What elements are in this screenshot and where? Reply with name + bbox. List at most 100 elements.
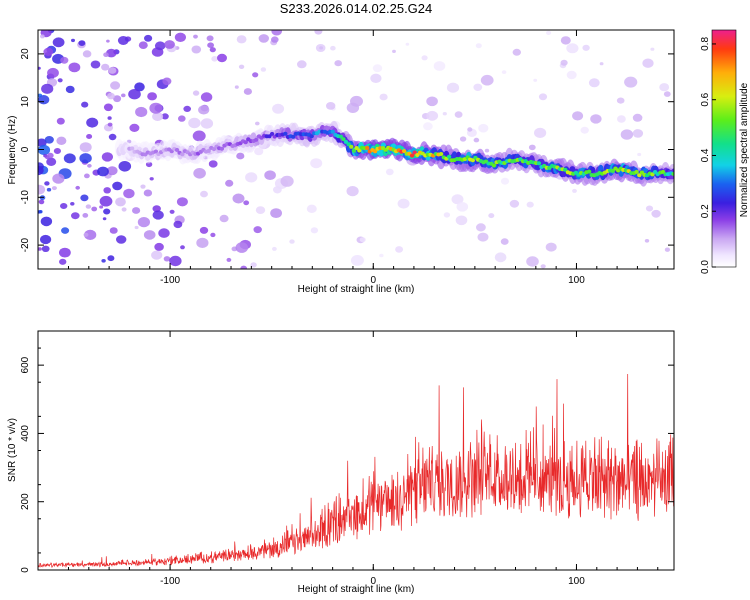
- ridge-core: [346, 142, 351, 147]
- noise-blob: [87, 163, 92, 168]
- ridge-core: [470, 158, 475, 163]
- ridge-core: [243, 140, 248, 145]
- noise-blob: [476, 223, 486, 232]
- noise-blob: [152, 112, 164, 121]
- colorbar: 0.0 0.2 0.4 0.6 0.8 Normalized spectral ampl…: [700, 29, 750, 274]
- noise-blob: [484, 148, 490, 153]
- ridge-core: [129, 146, 135, 151]
- noise-blob: [196, 237, 209, 248]
- noise-blob: [280, 175, 294, 187]
- x-tick-label: 100: [568, 576, 585, 587]
- noise-blob: [191, 45, 202, 54]
- noise-blob: [254, 147, 264, 156]
- noise-blob: [193, 34, 198, 39]
- noise-blob: [103, 208, 111, 215]
- noise-blob: [38, 199, 45, 205]
- y-tick-label: -10: [20, 190, 31, 205]
- noise-blob: [79, 153, 92, 164]
- noise-blob: [397, 198, 410, 209]
- noise-blob: [467, 127, 473, 132]
- noise-blob: [538, 93, 548, 101]
- noise-blob: [272, 246, 277, 251]
- colorbar-tick-label: 0.8: [700, 37, 711, 51]
- noise-blob: [152, 210, 164, 220]
- noise-blob: [63, 153, 76, 164]
- noise-blob: [59, 247, 71, 258]
- colorbar-ticks: 0.0 0.2 0.4 0.6 0.8: [700, 37, 716, 274]
- ridge-core: [309, 134, 314, 139]
- noise-blob: [480, 74, 494, 86]
- noise-blob: [211, 56, 218, 62]
- noise-blob: [106, 166, 118, 176]
- noise-blob: [209, 47, 216, 53]
- noise-blob: [350, 95, 363, 107]
- ridge-core: [586, 169, 592, 174]
- noise-blob: [51, 186, 57, 191]
- noise-blob: [310, 158, 323, 169]
- noise-blob: [86, 134, 93, 139]
- noise-blob: [41, 245, 50, 252]
- x-tick-label: 100: [568, 275, 585, 286]
- noise-blob: [526, 201, 534, 208]
- noise-blob: [47, 152, 54, 159]
- noise-blob: [101, 63, 110, 71]
- noise-blob: [57, 78, 63, 83]
- noise-blob: [107, 122, 113, 127]
- noise-blob: [78, 40, 86, 46]
- noise-blob: [112, 181, 123, 191]
- noise-blob: [200, 190, 208, 198]
- noise-blob: [319, 46, 323, 50]
- noise-blob: [53, 148, 62, 154]
- noise-blob: [560, 59, 568, 66]
- noise-blob: [84, 173, 90, 179]
- noise-blob: [210, 232, 216, 238]
- noise-blob: [426, 110, 439, 121]
- noise-blob: [180, 245, 185, 250]
- noise-blob: [546, 30, 552, 35]
- noise-blob: [254, 121, 260, 126]
- ridge-core: [211, 147, 217, 152]
- noise-blob: [219, 214, 229, 223]
- noise-blob: [40, 216, 53, 227]
- noise-blob: [370, 73, 382, 84]
- noise-blob: [637, 152, 642, 157]
- noise-blob: [56, 136, 67, 145]
- noise-blob: [642, 58, 654, 68]
- noise-blob: [334, 60, 343, 67]
- noise-blob: [137, 217, 150, 228]
- noise-blob: [107, 92, 115, 100]
- noise-blob: [217, 53, 227, 63]
- noise-blob: [433, 61, 446, 71]
- noise-blob: [500, 177, 510, 185]
- y-tick-label: 20: [20, 48, 31, 60]
- noise-blob: [473, 137, 480, 143]
- ridge-core: [283, 131, 288, 136]
- noise-blob: [206, 35, 214, 42]
- ridge-core: [372, 149, 378, 154]
- colorbar-label: Normalized spectral amplitude: [739, 82, 750, 217]
- ridge-core: [206, 148, 211, 153]
- noise-blob: [271, 36, 279, 43]
- noise-blob: [236, 152, 245, 160]
- noise-blob: [38, 66, 41, 70]
- noise-blob: [46, 157, 57, 166]
- y-tick-label: 400: [20, 425, 31, 442]
- noise-blob: [456, 202, 469, 212]
- noise-blob: [238, 64, 245, 70]
- noise-blob: [346, 186, 359, 197]
- ridge-core: [357, 148, 362, 153]
- noise-blob: [200, 92, 213, 102]
- noise-blob: [207, 42, 215, 48]
- noise-blob: [38, 165, 44, 176]
- noise-blob: [421, 55, 428, 61]
- noise-blob: [582, 44, 590, 51]
- noise-blob: [101, 259, 106, 263]
- noise-blob: [494, 252, 507, 263]
- noise-blob: [174, 32, 186, 42]
- noise-blob: [395, 246, 404, 253]
- ridge-core: [409, 153, 415, 158]
- noise-blob: [314, 30, 323, 35]
- ridge-core: [412, 150, 417, 155]
- colorbar-tick-label: 0.4: [700, 148, 711, 162]
